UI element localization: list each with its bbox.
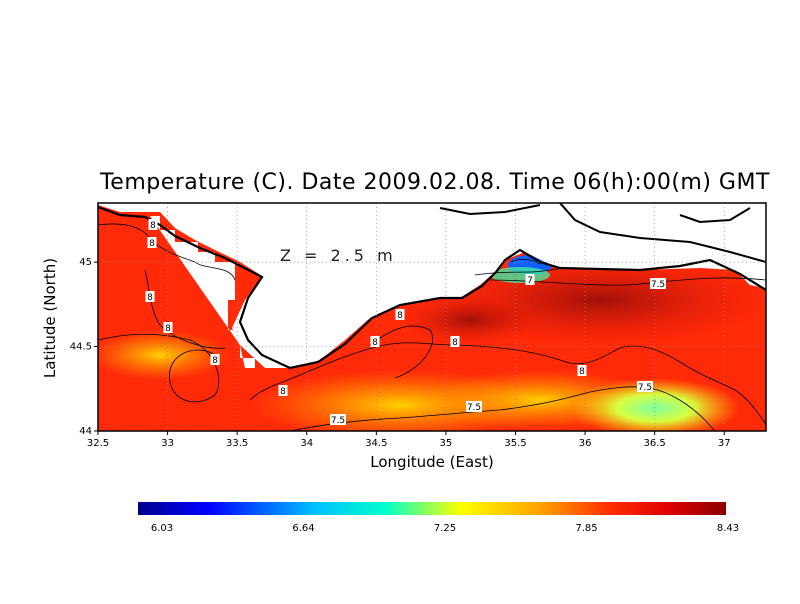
x-axis-ticks: 32.5 33 33.5 34 34.5 35 35.5 36 36.5 37 <box>87 431 731 449</box>
contour-8-b <box>144 269 226 349</box>
colorbar-tick-label: 8.43 <box>717 523 739 534</box>
contour-label: 8 <box>579 367 585 377</box>
x-tick-label: 35.5 <box>504 438 526 449</box>
x-tick-label: 33.5 <box>226 438 248 449</box>
caucasus-landmass <box>560 203 766 268</box>
contour-8-d <box>249 342 766 426</box>
x-tick-label: 35 <box>440 438 453 449</box>
coastline-crimea-south <box>98 205 766 370</box>
contour-7-5-a <box>289 386 716 431</box>
contour-label-box <box>210 354 220 365</box>
contour-label-box <box>147 237 157 248</box>
colorbar-tick-label: 7.25 <box>434 523 456 534</box>
x-tick-label: 37 <box>718 438 731 449</box>
contour-labels: 8 8 8 8 8 8 8 8 8 8 7.5 7.5 7.5 7.5 7 <box>145 219 666 426</box>
plot-frame <box>97 202 767 432</box>
field-layer <box>98 203 766 431</box>
colorbar-ticks: 6.03 6.64 7.25 7.85 8.43 <box>151 523 739 534</box>
contour-label: 7.5 <box>331 416 345 426</box>
colorbar-tick-label: 7.85 <box>575 523 597 534</box>
x-tick-label: 36 <box>579 438 592 449</box>
contour-7 <box>509 258 541 265</box>
cold-patch-southeast <box>570 378 740 431</box>
contour-label: 8 <box>147 293 153 303</box>
contour-label: 7.5 <box>651 280 665 290</box>
y-tick-label: 45 <box>79 257 92 268</box>
contour-label-box <box>148 219 158 230</box>
y-tick-label: 44 <box>79 426 92 437</box>
contour-label-box <box>395 309 405 320</box>
contour-label: 7 <box>527 276 533 286</box>
colorbar-tick-label: 6.64 <box>292 523 314 534</box>
contour-8-e <box>369 325 433 379</box>
contour-label-box <box>466 401 482 412</box>
contour-label-box <box>370 336 380 347</box>
contour-8-f <box>489 277 766 286</box>
x-axis-label: Longitude (East) <box>370 453 494 471</box>
coastline-kerch <box>559 203 766 263</box>
contour-label: 8 <box>372 338 378 348</box>
colorbar <box>138 502 726 515</box>
chart-title: Temperature (C). Date 2009.02.08. Time 0… <box>100 170 770 195</box>
contour-label-box <box>637 381 653 392</box>
contour-label-box <box>577 365 587 376</box>
contour-8-a <box>98 223 236 281</box>
x-tick-label: 34.5 <box>365 438 387 449</box>
contour-7-5-b <box>474 267 571 276</box>
x-tick-label: 34 <box>300 438 313 449</box>
coastline-azov <box>679 207 751 224</box>
contour-label: 7.5 <box>467 403 481 413</box>
coastline-north <box>439 204 541 216</box>
colorbar-tick-label: 6.03 <box>151 523 173 534</box>
contour-label: 8 <box>212 356 218 366</box>
contour-label: 8 <box>452 338 458 348</box>
contour-label: 8 <box>150 221 156 231</box>
contour-label-box <box>525 274 535 285</box>
contour-label-box <box>450 336 460 347</box>
contour-label: 8 <box>397 311 403 321</box>
contour-label: 8 <box>149 239 155 249</box>
contour-label-box <box>278 385 288 396</box>
contour-label: 7.5 <box>638 383 652 393</box>
x-tick-label: 32.5 <box>87 438 109 449</box>
contour-label: 8 <box>280 387 286 397</box>
model-land-steps <box>150 216 255 368</box>
x-tick-label: 33 <box>161 438 174 449</box>
contour-8-c <box>98 333 220 403</box>
cool-spot-azov-edge <box>490 267 550 283</box>
contour-label-box <box>145 291 155 302</box>
contour-label-box <box>163 322 173 333</box>
x-tick-label: 36.5 <box>644 438 666 449</box>
contour-label: 8 <box>165 324 171 334</box>
cool-patch-west <box>98 330 230 380</box>
contour-label-box <box>330 414 346 425</box>
y-tick-label: 44.5 <box>70 342 92 353</box>
y-axis-ticks: 44 44.5 45 <box>70 257 98 437</box>
warm-core-center <box>400 295 540 345</box>
y-axis-label: Latitude (North) <box>41 257 59 379</box>
contour-label-box <box>650 278 666 289</box>
crimea-landmass <box>98 203 766 368</box>
depth-label: Z = 2.5 m <box>280 246 397 265</box>
